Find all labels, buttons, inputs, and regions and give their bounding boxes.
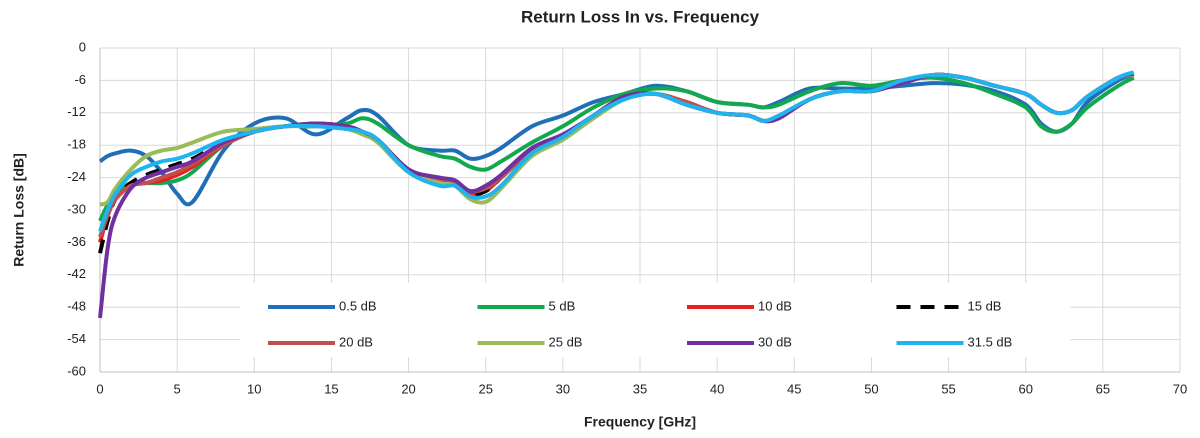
y-tick-label: -48 (67, 299, 86, 314)
series-line (98, 70, 1135, 233)
x-tick-label: 40 (710, 381, 724, 396)
chart-title: Return Loss In vs. Frequency (521, 7, 760, 26)
x-axis-label: Frequency [GHz] (584, 414, 696, 430)
x-tick-label: 60 (1018, 381, 1032, 396)
x-tick-label: 20 (401, 381, 415, 396)
y-tick-label: -18 (67, 137, 86, 152)
legend-label: 30 dB (758, 334, 792, 349)
y-tick-label: 0 (79, 39, 86, 54)
y-tick-label: -54 (67, 331, 86, 346)
legend-label: 31.5 dB (968, 334, 1013, 349)
x-tick-label: 45 (787, 381, 801, 396)
x-tick-label: 70 (1173, 381, 1187, 396)
legend-label: 10 dB (758, 298, 792, 313)
x-tick-label: 10 (247, 381, 261, 396)
y-tick-label: -60 (67, 363, 86, 378)
x-tick-label: 5 (174, 381, 181, 396)
x-tick-label: 25 (478, 381, 492, 396)
legend-label: 5 dB (549, 298, 576, 313)
legend-label: 25 dB (549, 334, 583, 349)
y-tick-label: -24 (67, 169, 86, 184)
legend-label: 20 dB (339, 334, 373, 349)
y-tick-label: -12 (67, 104, 86, 119)
x-tick-label: 15 (324, 381, 338, 396)
x-tick-label: 55 (941, 381, 955, 396)
series-line (98, 73, 1135, 207)
series-line (98, 75, 1135, 222)
legend-label: 15 dB (968, 298, 1002, 313)
y-tick-label: -6 (74, 72, 86, 87)
y-tick-label: -36 (67, 234, 86, 249)
y-axis-label: Return Loss [dB] (11, 153, 27, 267)
legend-label: 0.5 dB (339, 298, 377, 313)
x-tick-label: 0 (96, 381, 103, 396)
x-tick-label: 30 (556, 381, 570, 396)
x-tick-label: 35 (633, 381, 647, 396)
y-tick-label: -42 (67, 266, 86, 281)
series-line (98, 71, 1135, 319)
x-tick-label: 65 (1096, 381, 1110, 396)
x-tick-label: 50 (864, 381, 878, 396)
y-tick-label: -30 (67, 201, 86, 216)
